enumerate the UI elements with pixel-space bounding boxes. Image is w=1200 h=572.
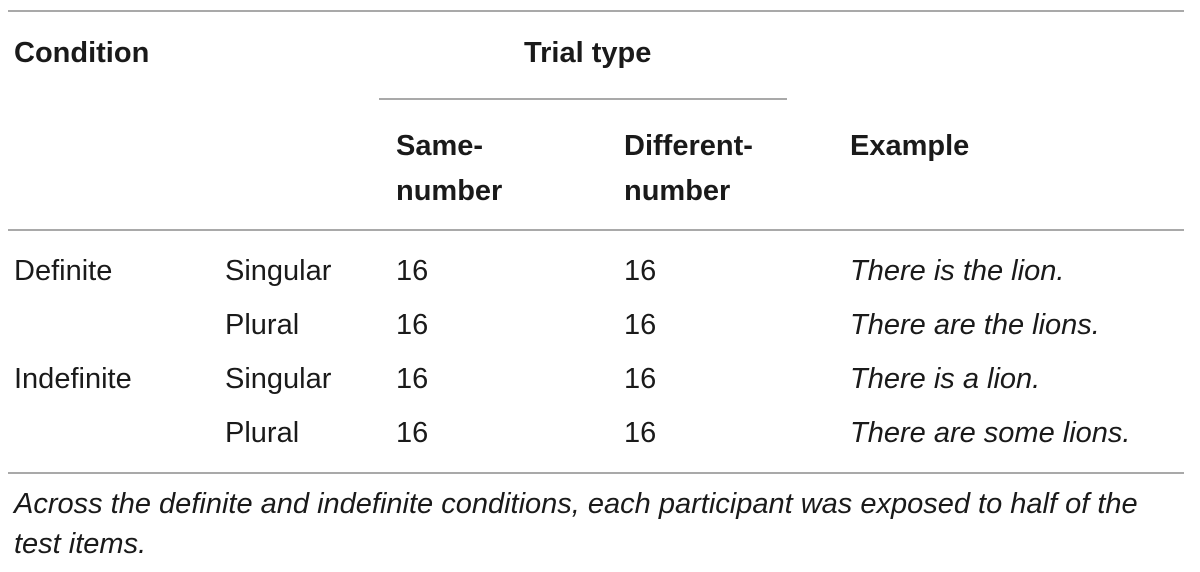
trial-type-rule	[379, 98, 787, 100]
header-rule	[8, 229, 1184, 231]
header-same-number-line2: number	[396, 175, 503, 207]
row-example: There is a lion.	[850, 363, 1041, 395]
row-different-number: 16	[624, 309, 657, 341]
row-number: Plural	[225, 309, 300, 341]
header-example: Example	[850, 130, 970, 162]
row-different-number: 16	[624, 255, 657, 287]
row-same-number: 16	[396, 309, 429, 341]
top-rule	[8, 10, 1184, 12]
row-example: There are the lions.	[850, 309, 1100, 341]
row-condition: Definite	[14, 255, 113, 287]
row-different-number: 16	[624, 363, 657, 395]
header-trial-type: Trial type	[524, 37, 652, 69]
header-condition: Condition	[14, 37, 150, 69]
row-same-number: 16	[396, 417, 429, 449]
header-different-number-line1: Different-	[624, 130, 753, 162]
header-different-number-line2: number	[624, 175, 731, 207]
row-example: There is the lion.	[850, 255, 1065, 287]
row-example: There are some lions.	[850, 417, 1131, 449]
header-same-number-line1: Same-	[396, 130, 484, 162]
row-number: Plural	[225, 417, 300, 449]
bottom-rule	[8, 472, 1184, 474]
row-number: Singular	[225, 255, 332, 287]
row-different-number: 16	[624, 417, 657, 449]
row-same-number: 16	[396, 363, 429, 395]
row-same-number: 16	[396, 255, 429, 287]
row-number: Singular	[225, 363, 332, 395]
table-footnote: Across the definite and indefinite condi…	[14, 488, 1138, 560]
row-condition: Indefinite	[14, 363, 132, 395]
